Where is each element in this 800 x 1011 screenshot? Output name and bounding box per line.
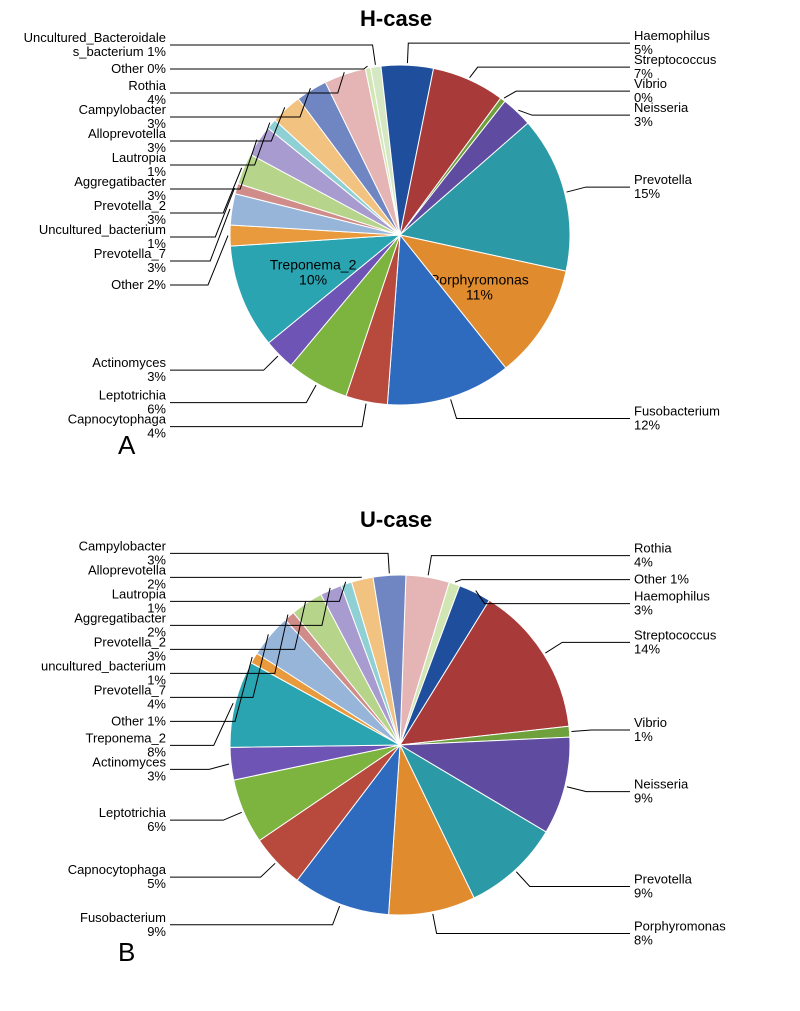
leader-line [567,187,630,192]
slice-label-fusobacterium: Fusobacterium [80,910,166,925]
slice-label-neisseria: 3% [634,114,653,129]
slice-label-uncultured_bacterium: uncultured_bacterium [41,658,166,673]
slice-label-haemophilus: 3% [634,603,653,618]
slice-label-prevotella_7: 4% [147,696,166,711]
slice-label-treponema_2: Treponema_2 [270,256,357,272]
slice-label-aggregatibacter: Aggregatibacter [74,174,166,189]
slice-label-alloprevotella: Alloprevotella [88,126,167,141]
slice-label-neisseria: 9% [634,791,653,806]
slice-label-prevotella_2: Prevotella_2 [94,634,166,649]
slice-label-treponema_2: Treponema_2 [86,730,166,745]
slice-label-haemophilus: Haemophilus [634,589,710,604]
slice-label-lautropia: Lautropia [112,150,167,165]
leader-line [170,863,275,877]
leader-line [518,110,630,115]
slice-label-leptotrichia: 6% [147,819,166,834]
slice-label-porphyromonas: Porphyromonas [430,271,529,287]
leader-line [504,91,630,98]
slice-label-prevotella_7: Prevotella_7 [94,682,166,697]
slice-label-uncultured_bacteroidales_bacterium: s_bacterium 1% [73,44,167,59]
leader-line [470,67,630,78]
slice-label-prevotella: 9% [634,885,653,900]
slice-label-streptococcus: Streptococcus [634,52,717,67]
slice-label-streptococcus: Streptococcus [634,627,717,642]
slice-label-actinomyces: Actinomyces [92,355,166,370]
slice-label-rothia: Rothia [128,78,166,93]
leader-line [170,812,242,820]
leader-line [407,43,630,63]
slice-label-porphyromonas: 11% [466,286,493,302]
leader-line [545,642,630,653]
slice-label-leptotrichia: Leptotrichia [99,805,167,820]
leader-line [170,906,340,925]
slice-label-lautropia: Lautropia [112,586,167,601]
slice-label-neisseria: Neisseria [634,777,689,792]
slice-label-porphyromonas: 8% [634,932,653,947]
slice-label-prevotella_7: Prevotella_7 [94,246,166,261]
slice-label-fusobacterium: Fusobacterium [634,403,720,418]
slice-label-capnocytophaga: Capnocytophaga [68,862,167,877]
slice-label-other2: Other 1% [111,713,166,728]
leader-line [170,404,366,427]
slice-label-treponema_2: 10% [299,271,327,287]
leader-line [170,764,229,769]
leader-line [433,914,630,934]
slice-label-campylobacter: Campylobacter [79,538,167,553]
slice-label-capnocytophaga: 5% [147,876,166,891]
slice-label-other: Other 1% [634,572,689,587]
leader-line [170,356,278,370]
slice-label-fusobacterium: 12% [634,417,660,432]
leader-line [567,787,630,792]
slice-label-other: Other 0% [111,61,166,76]
slice-label-prevotella: Prevotella [634,871,693,886]
slice-label-uncultured_bacterium: Uncultured_bacterium [39,222,166,237]
leader-line [451,399,630,418]
panel-b-pie: Rothia4%Other 1%Haemophilus3%Streptococc… [0,505,800,1011]
slice-label-other2: Other 2% [111,277,166,292]
slice-label-porphyromonas: Porphyromonas [634,918,726,933]
leader-line [170,168,242,213]
slice-label-neisseria: Neisseria [634,100,689,115]
leader-line [476,591,630,604]
slice-label-actinomyces: 3% [147,768,166,783]
slice-label-campylobacter: Campylobacter [79,102,167,117]
leader-line [170,703,233,745]
leader-line [516,872,630,887]
slice-label-vibrio: Vibrio [634,76,667,91]
slice-label-capnocytophaga: 4% [147,426,166,441]
slice-label-vibrio: 1% [634,729,653,744]
slice-label-leptotrichia: Leptotrichia [99,388,167,403]
leader-line [170,236,228,285]
panel-b-letter: B [118,937,135,968]
leader-line [428,556,630,576]
panel-b: U-case Rothia4%Other 1%Haemophilus3%Stre… [0,505,800,1011]
slice-label-streptococcus: 14% [634,641,660,656]
leader-line [170,553,389,573]
slice-label-prevotella_2: Prevotella_2 [94,198,166,213]
slice-label-prevotella: Prevotella [634,172,693,187]
leader-line [455,580,630,582]
slice-label-aggregatibacter: Aggregatibacter [74,610,166,625]
slice-label-capnocytophaga: Capnocytophaga [68,412,167,427]
panel-a-letter: A [118,430,135,461]
leader-line [170,385,316,402]
slice-label-vibrio: Vibrio [634,715,667,730]
leader-line [170,45,375,65]
slice-label-actinomyces: 3% [147,369,166,384]
slice-label-actinomyces: Actinomyces [92,754,166,769]
slice-label-alloprevotella: Alloprevotella [88,562,167,577]
panel-a: H-case Porphyromonas11%Treponema_210%Hae… [0,0,800,505]
slice-label-fusobacterium: 9% [147,924,166,939]
leader-line [571,730,630,732]
slice-label-haemophilus: Haemophilus [634,28,710,43]
leader-line [170,66,368,69]
slice-label-prevotella: 15% [634,186,660,201]
figure-container: H-case Porphyromonas11%Treponema_210%Hae… [0,0,800,1011]
slice-label-prevotella_7: 3% [147,260,166,275]
slice-label-uncultured_bacteroidales_bacterium: Uncultured_Bacteroidale [24,30,166,45]
slice-label-rothia: 4% [634,555,653,570]
slice-label-rothia: Rothia [634,541,672,556]
